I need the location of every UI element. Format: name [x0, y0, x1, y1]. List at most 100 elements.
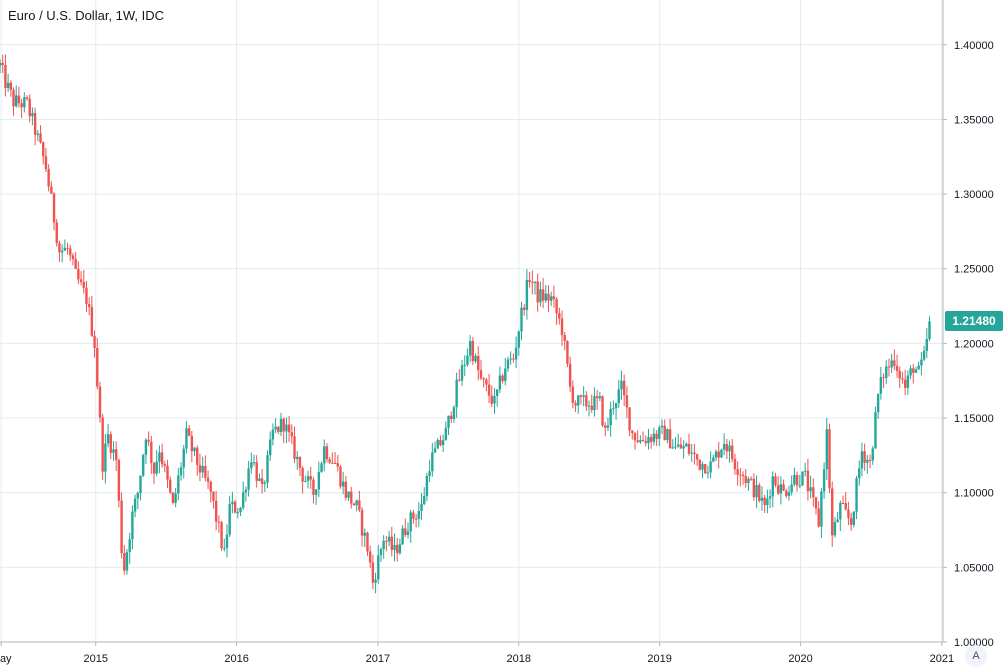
candle-body: [320, 463, 323, 472]
candle-body: [401, 528, 404, 545]
candle-body: [463, 364, 466, 366]
candle-body: [787, 492, 791, 496]
candle-body: [163, 464, 167, 467]
candle-body: [655, 433, 658, 439]
candle-body: [101, 417, 104, 472]
candle-body: [23, 97, 26, 108]
candle-body: [822, 469, 826, 492]
candle-body: [744, 475, 747, 484]
candle-body: [858, 468, 861, 479]
candle-body: [166, 466, 169, 480]
candle-body: [171, 492, 175, 503]
candle-body: [749, 478, 753, 480]
candle-body: [647, 437, 650, 444]
candle-body: [509, 358, 512, 360]
candle-body: [128, 539, 131, 553]
candle-body: [179, 467, 183, 476]
candle-body: [698, 459, 702, 470]
candle-body: [612, 408, 615, 410]
candle-body: [631, 430, 634, 434]
candle-body: [568, 363, 572, 387]
candle-body: [266, 455, 269, 483]
candle-body: [868, 459, 872, 461]
candle-body: [98, 386, 102, 418]
candlestick-series: [0, 54, 931, 594]
y-tick-label: 1.10000: [954, 488, 994, 500]
candle-body: [6, 82, 10, 88]
candle-body: [250, 462, 253, 469]
candle-body: [714, 451, 718, 458]
candle-body: [198, 465, 202, 473]
candle-body: [133, 498, 137, 512]
candle-body: [917, 365, 920, 370]
candle-body: [609, 408, 612, 426]
candle-body: [228, 504, 231, 535]
candle-body: [666, 429, 669, 441]
candle-body: [74, 259, 77, 269]
candle-body: [212, 491, 215, 501]
candle-body: [190, 435, 194, 452]
candle-body: [522, 307, 526, 310]
candle-body: [871, 448, 874, 461]
candle-body: [136, 493, 140, 499]
candle-body: [717, 451, 720, 458]
candle-body: [142, 454, 145, 476]
candle-body: [579, 395, 583, 397]
y-tick-label: 1.00000: [954, 637, 994, 649]
candle-body: [50, 186, 53, 194]
candle-body: [274, 426, 277, 430]
candle-body: [506, 359, 510, 369]
candle-body: [866, 459, 869, 463]
candle-body: [252, 462, 256, 464]
candle-body: [652, 433, 656, 442]
candle-body: [428, 471, 431, 476]
candle-body: [879, 377, 883, 394]
candle-body: [779, 484, 783, 494]
auto-scale-button[interactable]: A: [965, 645, 987, 667]
candle-body: [382, 540, 385, 550]
candle-body: [833, 522, 837, 536]
candle-body: [695, 454, 699, 460]
candle-body: [44, 156, 48, 170]
candle-body: [260, 478, 264, 484]
x-tick-label: 2021: [930, 653, 954, 665]
candle-body: [414, 518, 418, 520]
candle-body: [674, 446, 677, 448]
candle-body: [585, 395, 588, 407]
candle-body: [806, 470, 810, 492]
candle-body: [512, 358, 515, 360]
y-tick-label: 1.35000: [954, 114, 994, 126]
candle-body: [450, 415, 453, 420]
candle-body: [193, 447, 196, 452]
candle-body: [255, 462, 258, 481]
candle-body: [285, 424, 288, 432]
candle-body: [298, 456, 302, 468]
candle-body: [363, 532, 366, 536]
candle-body: [139, 475, 142, 494]
price-scale[interactable]: 1.00000 1.05000 1.10000 1.15000 1.20000 1.250…: [954, 40, 994, 649]
candle-body: [466, 355, 469, 365]
candle-body: [368, 551, 372, 563]
candle-body: [412, 512, 415, 519]
candle-body: [433, 448, 437, 453]
candle-body: [206, 477, 210, 482]
candle-body: [725, 444, 729, 452]
time-scale[interactable]: May 2015 2016 2017 2018 2019 2020 2021: [0, 653, 954, 665]
candle-body: [17, 95, 21, 104]
candle-body: [558, 313, 561, 319]
candle-body: [42, 142, 45, 157]
candle-body: [601, 396, 604, 426]
candle-body: [898, 370, 901, 379]
candle-body: [763, 497, 766, 506]
candle-body: [317, 471, 321, 490]
candle-body: [96, 347, 99, 387]
candle-body: [293, 436, 296, 459]
candle-body: [860, 451, 864, 469]
candle-body: [720, 449, 723, 458]
candle-body: [552, 296, 556, 300]
candle-body: [204, 465, 207, 478]
candle-body: [814, 497, 818, 509]
x-tick-label: 2015: [83, 653, 107, 665]
candle-body: [912, 368, 915, 373]
